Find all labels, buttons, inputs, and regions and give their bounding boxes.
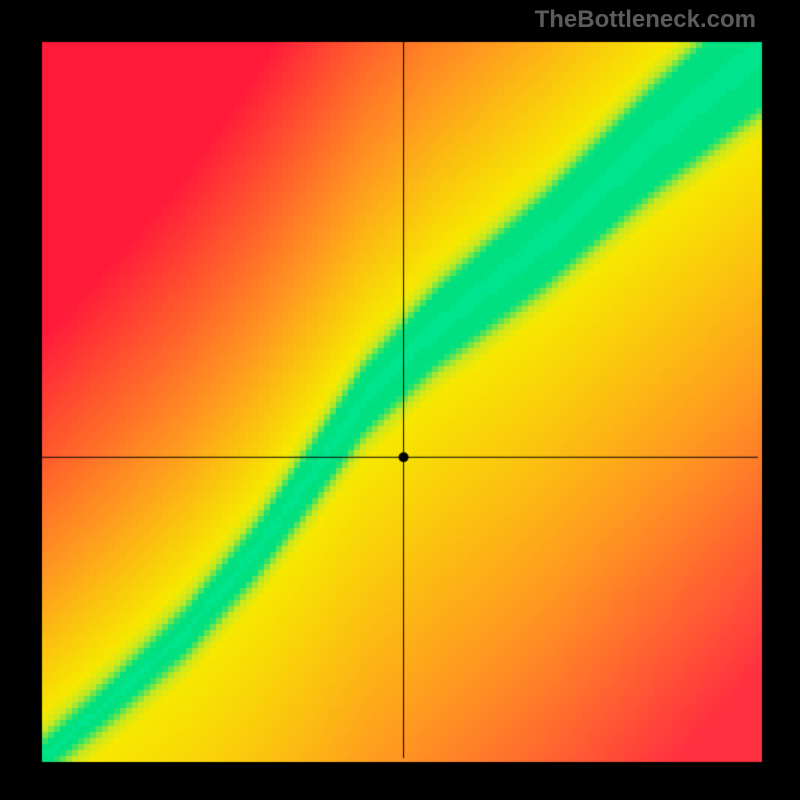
bottleneck-heatmap xyxy=(0,0,800,800)
chart-container: TheBottleneck.com xyxy=(0,0,800,800)
watermark-text: TheBottleneck.com xyxy=(535,6,756,34)
